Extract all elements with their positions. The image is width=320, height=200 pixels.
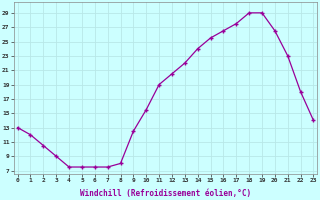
X-axis label: Windchill (Refroidissement éolien,°C): Windchill (Refroidissement éolien,°C) [80,189,251,198]
